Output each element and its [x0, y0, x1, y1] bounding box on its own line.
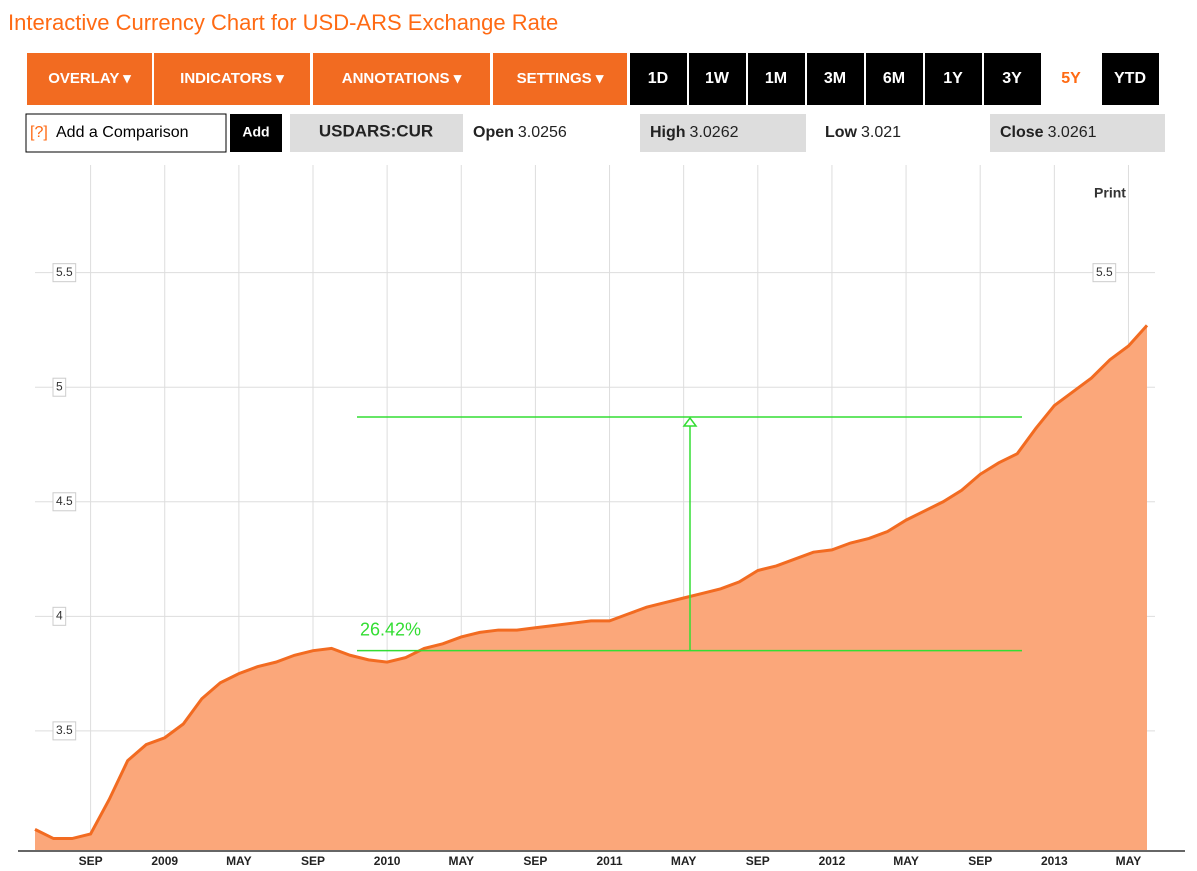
range-button[interactable]	[1043, 53, 1100, 105]
annotation-label: 26.42%	[360, 619, 421, 639]
x-tick-label: SEP	[523, 854, 547, 868]
range-button[interactable]	[925, 53, 982, 105]
quote-label: Open	[473, 124, 514, 141]
range-button[interactable]	[1102, 53, 1159, 105]
quote-value: 3.0262	[690, 124, 739, 141]
x-tick-label: MAY	[671, 854, 697, 868]
y-tick-label: 4.5	[56, 494, 73, 508]
quote-value: 3.0261	[1048, 124, 1097, 141]
comparison-input[interactable]	[25, 113, 227, 153]
range-button[interactable]	[807, 53, 864, 105]
menu-label: INDICATORS ▾	[180, 70, 284, 87]
menu-button[interactable]	[154, 53, 310, 105]
y-tick-label: 4	[56, 608, 63, 622]
y-tick-box	[52, 606, 67, 626]
x-tick-label: SEP	[79, 854, 103, 868]
x-tick-label: 2012	[819, 854, 846, 868]
y-tick-box	[52, 263, 77, 283]
menu-button[interactable]	[27, 53, 152, 105]
page-title: Interactive Currency Chart for USD-ARS E…	[8, 10, 558, 35]
quote-box	[815, 114, 985, 152]
menu-label: SETTINGS ▾	[517, 70, 604, 87]
quote-box	[640, 114, 806, 152]
quote-box	[463, 114, 630, 152]
area-fill	[35, 325, 1147, 850]
range-label: 1M	[765, 70, 787, 87]
x-tick-label: SEP	[968, 854, 992, 868]
y-tick-box	[1092, 263, 1117, 283]
menu-label: OVERLAY ▾	[48, 70, 131, 87]
x-tick-label: MAY	[226, 854, 252, 868]
x-tick-label: 2010	[374, 854, 401, 868]
help-link[interactable]: [?]	[30, 124, 48, 141]
quote-value: 3.0256	[518, 124, 567, 141]
arrow-head	[682, 416, 698, 427]
x-tick-label: 2013	[1041, 854, 1068, 868]
range-label: 3Y	[1002, 70, 1022, 87]
y-tick-box	[52, 492, 77, 512]
quote-label: High	[650, 124, 686, 141]
x-tick-label: MAY	[448, 854, 474, 868]
quote-label: Low	[825, 124, 858, 141]
x-tick-label: SEP	[746, 854, 770, 868]
quote-label: Close	[1000, 124, 1044, 141]
add-label: Add	[242, 124, 269, 140]
range-button[interactable]	[630, 53, 687, 105]
quote-box	[990, 114, 1165, 152]
range-label: 5Y	[1061, 70, 1081, 87]
symbol: USDARS:CUR	[319, 121, 433, 140]
x-tick-label: SEP	[301, 854, 325, 868]
quote-value: 3.021	[861, 124, 901, 141]
range-button[interactable]	[866, 53, 923, 105]
x-tick-label: 2011	[597, 854, 623, 868]
range-label: 1D	[648, 70, 668, 87]
y-tick-label: 5.5	[1096, 265, 1113, 279]
range-label: 6M	[883, 70, 905, 87]
range-button[interactable]	[748, 53, 805, 105]
y-tick-box	[52, 377, 67, 397]
y-tick-label: 5.5	[56, 265, 73, 279]
x-tick-label: MAY	[1116, 854, 1142, 868]
range-label: 1W	[705, 70, 730, 87]
x-tick-label: 2009	[151, 854, 178, 868]
y-tick-box	[52, 721, 77, 741]
y-tick-label: 5	[56, 379, 63, 393]
add-button[interactable]	[230, 114, 282, 152]
range-label: YTD	[1114, 70, 1146, 87]
line	[34, 324, 1149, 841]
x-tick-label: MAY	[893, 854, 919, 868]
menu-button[interactable]	[313, 53, 490, 105]
range-label: 3M	[824, 70, 846, 87]
menu-label: ANNOTATIONS ▾	[342, 70, 462, 87]
comparison-placeholder: Add a Comparison	[56, 124, 189, 141]
print-link[interactable]: Print	[1094, 185, 1126, 201]
y-tick-label: 3.5	[56, 723, 73, 737]
range-button[interactable]	[689, 53, 746, 105]
range-label: 1Y	[943, 70, 963, 87]
symbol-box	[290, 114, 463, 152]
menu-button[interactable]	[493, 53, 627, 105]
range-button[interactable]	[984, 53, 1041, 105]
